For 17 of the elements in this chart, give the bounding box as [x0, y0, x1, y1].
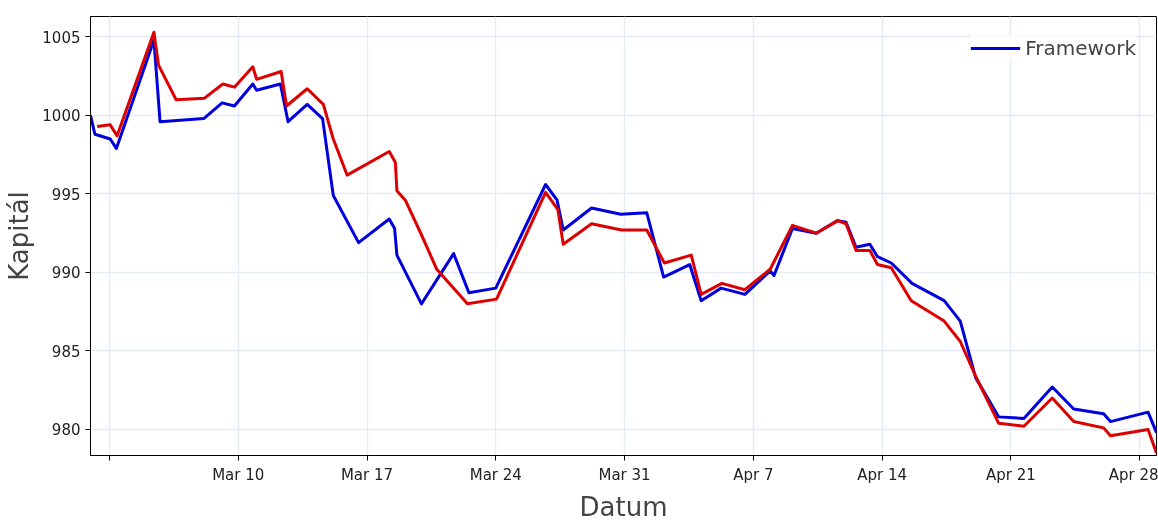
- x-tick-label: Apr 7: [733, 465, 774, 484]
- x-tick-label: Mar 10: [212, 465, 265, 484]
- y-tick-label: 1005: [42, 28, 81, 47]
- x-tick-label: Apr 21: [985, 465, 1036, 484]
- legend-label: Framework: [1025, 36, 1136, 60]
- x-tick-label: Apr 28: [1108, 465, 1158, 484]
- y-tick-label: 990: [51, 264, 81, 283]
- y-tick-label: 985: [51, 342, 81, 361]
- x-tick-label: Mar 24: [469, 465, 522, 484]
- y-tick-label: 1000: [42, 107, 81, 126]
- x-tick-label: Mar 31: [598, 465, 651, 484]
- x-tick-label: Apr 14: [857, 465, 908, 484]
- y-tick-label: 980: [51, 421, 81, 440]
- x-tick-label: Mar 17: [340, 465, 394, 484]
- y-axis-title: Kapitál: [4, 191, 35, 281]
- y-tick-label: 995: [51, 185, 81, 204]
- x-axis-title: Datum: [579, 491, 668, 522]
